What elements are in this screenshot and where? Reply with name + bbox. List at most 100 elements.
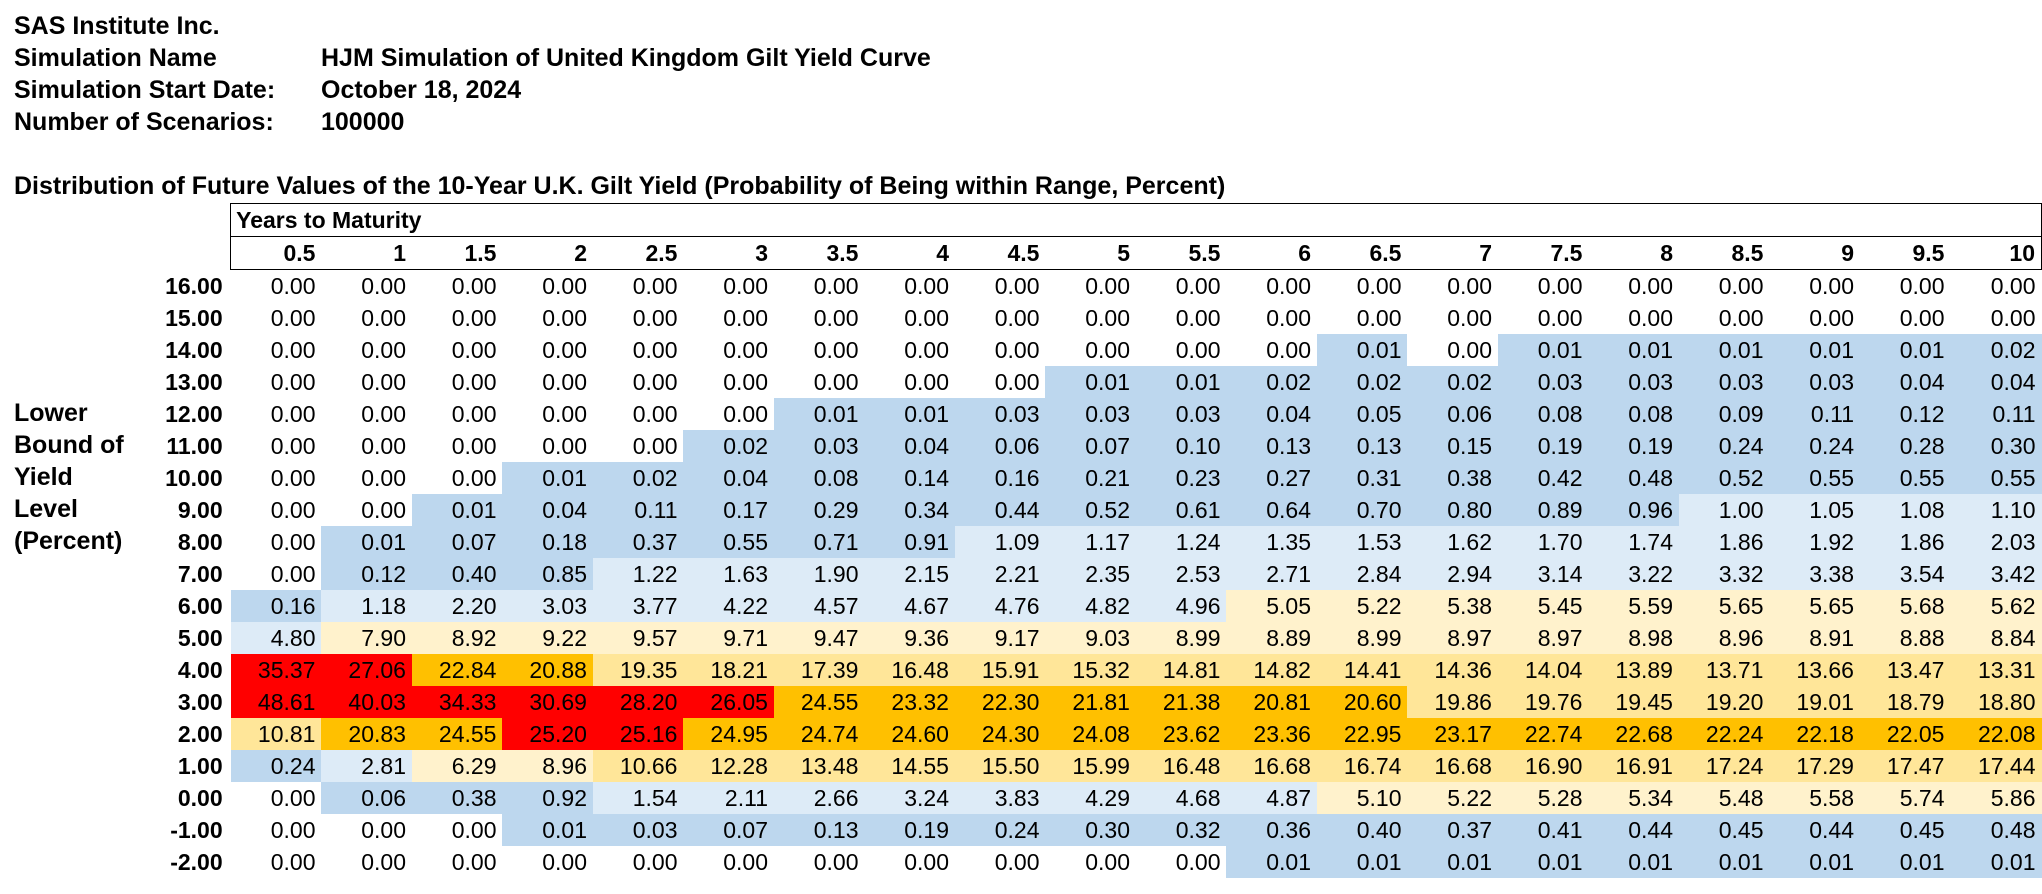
row-axis-label-line: Level: [14, 495, 78, 523]
probability-cell: 5.86: [1950, 782, 2042, 814]
probability-cell: 8.98: [1588, 622, 1679, 654]
probability-cell: 0.21: [1045, 462, 1136, 494]
probability-cell: 3.42: [1950, 558, 2042, 590]
probability-cell: 4.76: [954, 590, 1046, 622]
probability-cell: 0.00: [864, 334, 955, 366]
maturity-column-header: 2.5: [592, 236, 684, 270]
probability-cell: 0.24: [230, 750, 322, 782]
probability-cell: 19.35: [592, 654, 684, 686]
start-date-row: Simulation Start Date: October 18, 2024: [14, 74, 931, 106]
probability-cell: 20.60: [1316, 686, 1408, 718]
probability-cell: 10.81: [230, 718, 322, 750]
probability-cell: 0.01: [1316, 846, 1408, 878]
probability-cell: 0.00: [321, 269, 412, 302]
probability-cell: 0.03: [592, 814, 684, 846]
probability-cell: 5.58: [1769, 782, 1860, 814]
probability-cell: 0.00: [592, 366, 684, 398]
row-axis-label-line: Yield: [14, 463, 73, 491]
probability-cell: 3.03: [502, 590, 593, 622]
row-label: 15.00: [165, 305, 223, 331]
probability-cell: 0.00: [683, 302, 774, 334]
probability-cell: 0.00: [230, 334, 322, 366]
probability-cell: 0.01: [502, 814, 593, 846]
probability-cell: 0.00: [1678, 302, 1770, 334]
probability-cell: 4.87: [1226, 782, 1317, 814]
probability-cell: 16.48: [1135, 750, 1227, 782]
probability-cell: 0.00: [230, 526, 322, 558]
probability-cell: 5.28: [1497, 782, 1589, 814]
start-date-value: October 18, 2024: [321, 76, 522, 104]
probability-cell: 0.07: [411, 526, 503, 558]
probability-cell: 14.81: [1135, 654, 1227, 686]
probability-cell: 4.96: [1135, 590, 1227, 622]
table-row: 14.00 0.00 0.00 0.00 0.00 0.00 0.00 0.00 0.00 0.0…: [150, 334, 2042, 366]
probability-cell: 0.00: [230, 494, 322, 526]
probability-cell: 0.03: [1769, 366, 1860, 398]
table-row: 0.00 0.00 0.06 0.38 0.92 1.54 2.11 2.66 3.24 3.83…: [150, 782, 2042, 814]
probability-cell: 5.10: [1316, 782, 1408, 814]
probability-cell: 1.86: [1678, 526, 1770, 558]
simulation-name-row: Simulation Name HJM Simulation of United …: [14, 42, 931, 74]
probability-cell: 14.04: [1497, 654, 1589, 686]
probability-cell: 0.00: [502, 302, 593, 334]
probability-cell: 0.00: [592, 430, 684, 462]
row-label: 14.00: [165, 337, 223, 363]
probability-cell: 0.00: [864, 846, 955, 878]
probability-cell: 4.22: [683, 590, 774, 622]
probability-cell: 0.02: [1226, 366, 1317, 398]
row-axis-label: Lower Bound of Yield Level (Percent): [14, 397, 124, 557]
probability-cell: 0.11: [592, 494, 684, 526]
probability-cell: 0.24: [1678, 430, 1770, 462]
probability-cell: 0.00: [773, 334, 865, 366]
probability-cell: 21.81: [1045, 686, 1136, 718]
probability-cell: 8.91: [1769, 622, 1860, 654]
probability-cell: 0.00: [230, 302, 322, 334]
probability-cell: 19.86: [1407, 686, 1498, 718]
probability-cell: 22.05: [1859, 718, 1951, 750]
probability-cell: 5.45: [1497, 590, 1589, 622]
probability-cell: 0.00: [954, 334, 1046, 366]
probability-cell: 2.20: [411, 590, 503, 622]
probability-cell: 0.48: [1588, 462, 1679, 494]
probability-cell: 0.00: [773, 366, 865, 398]
probability-cell: 0.00: [1407, 302, 1498, 334]
probability-cell: 15.91: [954, 654, 1046, 686]
maturity-column-header: 8.5: [1678, 236, 1770, 270]
probability-cell: 14.82: [1226, 654, 1317, 686]
probability-cell: 0.42: [1497, 462, 1589, 494]
probability-cell: 0.00: [1859, 269, 1951, 302]
probability-cell: 13.71: [1678, 654, 1770, 686]
row-label: 7.00: [177, 561, 223, 587]
probability-cell: 0.04: [1859, 366, 1951, 398]
probability-cell: 3.22: [1588, 558, 1679, 590]
probability-cell: 0.00: [954, 302, 1046, 334]
probability-cell: 0.55: [1859, 462, 1951, 494]
probability-cell: 0.00: [321, 462, 412, 494]
probability-cell: 15.99: [1045, 750, 1136, 782]
probability-cell: 0.40: [1316, 814, 1408, 846]
probability-cell: 0.00: [411, 302, 503, 334]
probability-cell: 0.00: [954, 366, 1046, 398]
probability-cell: 34.33: [411, 686, 503, 718]
row-label: -1.00: [170, 817, 223, 843]
table-row: 11.00 0.00 0.00 0.00 0.00 0.00 0.02 0.03 0.04 0.0…: [150, 430, 2042, 462]
probability-cell: 0.41: [1497, 814, 1589, 846]
probability-cell: 0.19: [864, 814, 955, 846]
probability-cell: 0.01: [1588, 846, 1679, 878]
probability-cell: 5.74: [1859, 782, 1951, 814]
probability-cell: 0.30: [1950, 430, 2042, 462]
probability-cell: 9.57: [592, 622, 684, 654]
probability-cell: 0.89: [1497, 494, 1589, 526]
probability-cell: 0.00: [502, 269, 593, 302]
probability-cell: 0.05: [1316, 398, 1408, 430]
probability-cell: 20.83: [321, 718, 412, 750]
probability-cell: 0.00: [954, 269, 1046, 302]
probability-cell: 0.00: [1226, 269, 1317, 302]
probability-cell: 0.00: [321, 846, 412, 878]
maturity-column-header: 5.5: [1135, 236, 1227, 270]
probability-cell: 5.34: [1588, 782, 1679, 814]
probability-cell: 1.08: [1859, 494, 1951, 526]
probability-cell: 0.00: [1678, 269, 1770, 302]
probability-cell: 5.62: [1950, 590, 2042, 622]
simulation-name-label: Simulation Name: [14, 44, 217, 72]
